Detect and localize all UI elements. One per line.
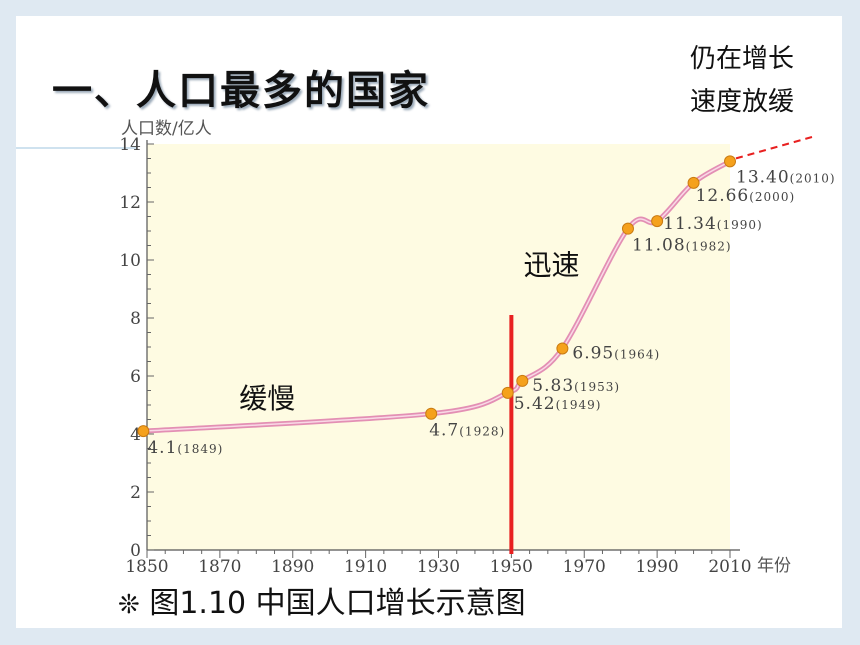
data-point (137, 425, 150, 438)
data-label-year: (1953) (574, 380, 620, 394)
y-tick-label: 4 (130, 425, 141, 445)
trend-extension-line (735, 136, 813, 160)
data-label-year: (1949) (556, 398, 602, 412)
data-label-value: 5.42 (514, 394, 556, 414)
y-tick-label: 6 (130, 367, 141, 387)
figure-caption: ❊ 图1.10 中国人口增长示意图 (118, 578, 526, 622)
growth-note: 仍在增长 速度放缓 (690, 38, 794, 124)
data-point (621, 222, 634, 235)
annotation-fast: 迅速 (523, 249, 579, 282)
figure-caption-text: 图1.10 中国人口增长示意图 (149, 586, 526, 621)
y-tick-label: 0 (130, 541, 141, 561)
data-label: 11.08(1982) (632, 236, 732, 256)
data-label: 12.66(2000) (696, 186, 796, 206)
y-tick-label: 2 (130, 483, 141, 503)
x-tick-label: 1930 (417, 557, 460, 577)
data-point (651, 215, 664, 228)
data-label-value: 13.40 (736, 167, 790, 187)
growth-note-line1: 仍在增长 (690, 44, 795, 74)
y-tick-label: 8 (130, 309, 141, 329)
data-point (425, 407, 438, 420)
data-label: 5.83(1953) (532, 376, 620, 396)
data-label-year: (1964) (614, 347, 660, 361)
x-tick-label: 1990 (635, 557, 678, 577)
annotation-slow: 缓慢 (239, 382, 295, 415)
data-label-value: 11.34 (663, 214, 717, 234)
data-label-value: 6.95 (572, 343, 614, 363)
y-tick-label: 14 (119, 135, 141, 155)
decorative-line (16, 147, 136, 149)
data-label-value: 4.7 (429, 421, 459, 441)
y-axis-label: 人口数/亿人 (121, 119, 212, 139)
data-point (556, 342, 569, 355)
x-tick-label: 1890 (271, 557, 314, 577)
data-label-year: (1928) (459, 425, 505, 439)
data-label: 4.1(1849) (147, 438, 223, 458)
x-tick-label: 1970 (563, 557, 606, 577)
y-tick-label: 12 (119, 193, 141, 213)
population-curve-highlight (143, 160, 731, 432)
data-label: 5.42(1949) (514, 394, 602, 414)
x-tick-label: 2010 (708, 557, 751, 577)
data-label-value: 4.1 (147, 438, 177, 458)
data-label: 6.95(1964) (572, 343, 660, 363)
data-label: 11.34(1990) (663, 214, 763, 234)
data-label: 13.40(2010) (736, 167, 836, 187)
data-point (687, 176, 700, 189)
x-tick-label: 1850 (125, 557, 168, 577)
data-point (501, 386, 514, 399)
data-label-value: 12.66 (696, 186, 750, 206)
data-label-value: 11.08 (632, 236, 686, 256)
data-label-year: (2000) (749, 190, 795, 204)
data-label: 4.7(1928) (429, 421, 505, 441)
data-label-year: (1849) (177, 442, 223, 456)
snowflake-icon: ❊ (118, 590, 140, 620)
x-axis-label: 年份 (757, 556, 791, 576)
page-title: 一、人口最多的国家 (52, 68, 430, 114)
plot-area (147, 144, 730, 550)
data-point (724, 155, 736, 168)
x-tick-label: 1950 (490, 557, 533, 577)
growth-note-line2: 速度放缓 (690, 87, 795, 117)
data-label-year: (2010) (790, 171, 836, 185)
data-point (516, 374, 529, 387)
data-label-value: 5.83 (532, 376, 574, 396)
data-label-year: (1982) (686, 240, 732, 254)
x-tick-label: 1910 (344, 557, 387, 577)
x-tick-label: 1870 (198, 557, 241, 577)
data-label-year: (1990) (717, 218, 763, 232)
y-tick-label: 10 (119, 251, 141, 271)
